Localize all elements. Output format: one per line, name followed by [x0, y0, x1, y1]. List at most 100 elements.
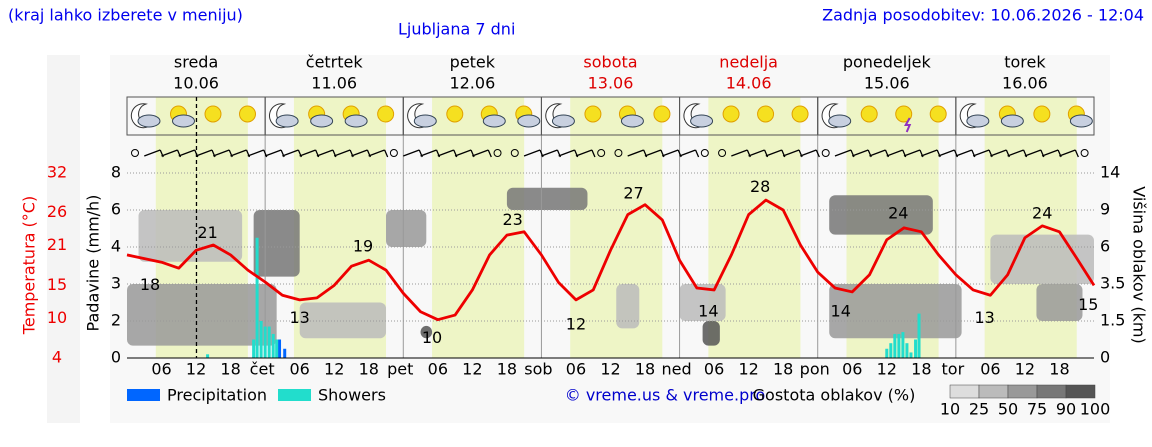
day-date: 16.06 — [1002, 74, 1048, 93]
wind-calm — [718, 149, 727, 157]
cloud-layer — [420, 325, 433, 339]
cloud-scale-swatch — [1036, 384, 1067, 399]
x-tick-label: 06 — [566, 360, 586, 379]
wind-barb — [679, 149, 700, 158]
temp-axis-title: Temperatura (°C) — [20, 196, 39, 335]
precip-tick-label: 2 — [111, 311, 121, 330]
x-tick-label: sob — [524, 360, 552, 379]
x-tick-label: 18 — [359, 360, 379, 379]
cloud-scale-swatch — [949, 384, 980, 399]
title: Ljubljana 7 dni — [398, 20, 515, 39]
cloud-scale-swatch — [978, 384, 1009, 399]
wind-calm — [493, 149, 502, 157]
cloud-layer — [506, 187, 588, 210]
icon-sun — [204, 105, 222, 123]
x-tick-label: 18 — [497, 360, 517, 379]
temp-tick-label: 26 — [47, 202, 67, 221]
icon-cloud — [1000, 114, 1024, 128]
wind-calm — [597, 149, 606, 157]
day-name: ponedeljek — [843, 53, 932, 72]
wind-barb — [575, 149, 596, 158]
daylight — [570, 97, 663, 358]
x-tick-label: 12 — [462, 360, 482, 379]
icon-sun — [377, 105, 395, 123]
precip-bar — [905, 343, 909, 358]
note: (kraj lahko izberete v meniju) — [8, 6, 243, 25]
x-tick-label: 18 — [635, 360, 655, 379]
cloud-tick-label: 6 — [1100, 237, 1110, 256]
icon-sun — [446, 105, 464, 123]
day-name: sreda — [174, 53, 218, 72]
day-date: 10.06 — [173, 74, 219, 93]
temp-extreme-label: 14 — [698, 301, 718, 320]
cloud-tick-label: 3.5 — [1100, 274, 1125, 293]
x-tick-label: 18 — [1049, 360, 1069, 379]
cloud-axis-title: Višina oblakov (km) — [1130, 186, 1149, 343]
cloud-tick-label: 0 — [1100, 348, 1110, 367]
x-tick-label: 06 — [980, 360, 1000, 379]
cloud-layer — [679, 284, 726, 321]
precip-bar — [259, 321, 263, 358]
icon-cloud — [413, 114, 437, 128]
precip-tick-label: 6 — [111, 200, 121, 219]
x-tick-label: 18 — [773, 360, 793, 379]
cloud-scale-label: 100 — [1080, 400, 1111, 419]
precip-bar — [271, 333, 275, 358]
icon-cloud — [517, 114, 541, 128]
icon-sun — [722, 105, 740, 123]
x-tick-label: 18 — [911, 360, 931, 379]
x-tick-label: čet — [250, 360, 275, 379]
x-tick-label: 06 — [704, 360, 724, 379]
cloud-scale-swatch — [1065, 384, 1096, 399]
x-tick-label: pet — [387, 360, 413, 379]
x-tick-label: tor — [942, 360, 965, 379]
icon-sun — [239, 105, 256, 123]
precip-bar — [901, 332, 905, 358]
wind-calm — [1080, 149, 1089, 157]
temp-extreme-label: 12 — [566, 315, 586, 334]
icon-cloud — [137, 114, 161, 128]
precip-bar — [255, 237, 259, 358]
icon-cloud — [620, 114, 644, 128]
precip-bar — [917, 313, 921, 358]
precip-bar — [893, 333, 897, 358]
cloud-layer — [616, 284, 640, 329]
temp-extreme-label: 27 — [623, 184, 643, 203]
cloud-layer — [1036, 284, 1083, 321]
cloud-scale-label: 10 — [940, 400, 960, 419]
cloud-tick-label: 14 — [1100, 163, 1120, 182]
precip-tick-label: 4 — [111, 237, 121, 256]
credit: © vreme.us & vreme.pro — [565, 386, 766, 405]
precip-bar — [897, 333, 901, 358]
x-tick-label: 12 — [738, 360, 758, 379]
temp-extreme-label: 15 — [1078, 295, 1098, 314]
precip-axis-title: Padavine (mm/h) — [84, 195, 103, 332]
icon-sun — [860, 105, 878, 123]
temp-extreme-label: 13 — [289, 308, 309, 327]
x-tick-label: 06 — [151, 360, 171, 379]
legend-swatch — [127, 389, 160, 401]
precip-bar — [263, 326, 267, 358]
daylight — [432, 97, 525, 358]
icon-cloud — [551, 114, 575, 128]
cloud-layer — [299, 302, 387, 339]
cloud-layer — [253, 210, 300, 277]
day-date: 13.06 — [588, 74, 634, 93]
icon-cloud — [275, 114, 299, 128]
wind-calm — [614, 149, 623, 157]
wind-calm — [821, 149, 830, 157]
icon-cloud — [966, 114, 990, 128]
precip-tick-label: 8 — [111, 163, 121, 182]
x-tick-label: 06 — [289, 360, 309, 379]
temperature-line — [126, 198, 1096, 322]
x-tick-label: 12 — [1015, 360, 1035, 379]
x-tick-label: 06 — [842, 360, 862, 379]
cloud-layer — [138, 210, 243, 262]
legend-label: Showers — [318, 386, 386, 405]
cloud-layer — [702, 321, 720, 346]
temp-extreme-label: 18 — [140, 275, 160, 294]
x-tick-label: 18 — [220, 360, 240, 379]
x-tick-label: 06 — [428, 360, 448, 379]
icon-sun — [895, 105, 913, 123]
